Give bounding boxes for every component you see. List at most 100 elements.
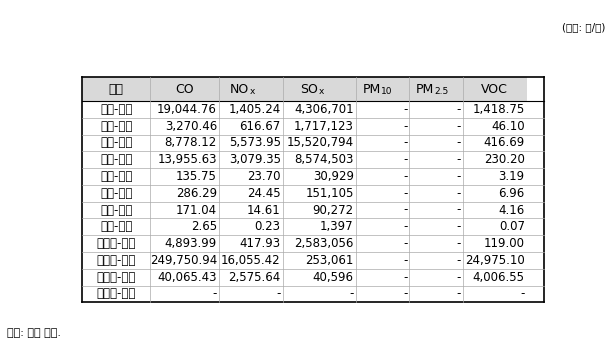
Text: SO: SO [301, 83, 318, 96]
Text: 13,955.63: 13,955.63 [158, 153, 217, 166]
Text: -: - [276, 288, 280, 300]
Text: 10: 10 [381, 88, 392, 97]
Bar [150, 185, 219, 202]
Text: 3.19: 3.19 [499, 170, 525, 183]
Bar [283, 168, 356, 185]
Bar [219, 101, 283, 118]
Bar [283, 151, 356, 168]
Text: 자료: 저자 작성.: 자료: 저자 작성. [7, 328, 61, 338]
Text: -: - [456, 254, 461, 267]
Bar [150, 285, 219, 302]
Text: x: x [319, 88, 324, 97]
Bar [356, 101, 409, 118]
Bar [283, 185, 356, 202]
Bar [219, 118, 283, 135]
Bar [150, 78, 219, 101]
Bar [463, 101, 527, 118]
Text: 2,583,056: 2,583,056 [295, 237, 354, 250]
Bar [82, 235, 150, 252]
Bar [82, 118, 150, 135]
Text: 1,717,123: 1,717,123 [294, 120, 354, 133]
Bar [82, 218, 150, 235]
Text: 23.70: 23.70 [247, 170, 280, 183]
Bar [356, 168, 409, 185]
Text: -: - [403, 170, 408, 183]
Bar [219, 252, 283, 269]
Text: 승합-대형: 승합-대형 [100, 203, 133, 217]
Bar [463, 235, 527, 252]
Text: -: - [456, 153, 461, 166]
Text: -: - [403, 103, 408, 116]
Bar [82, 269, 150, 285]
Text: 16,055.42: 16,055.42 [221, 254, 280, 267]
Bar [463, 185, 527, 202]
Bar [463, 135, 527, 151]
Text: 14.61: 14.61 [247, 203, 280, 217]
Bar [409, 118, 463, 135]
Text: 8,778.12: 8,778.12 [165, 136, 217, 149]
Bar [356, 151, 409, 168]
Bar [150, 218, 219, 235]
Text: 2,575.64: 2,575.64 [229, 271, 280, 284]
Bar [356, 218, 409, 235]
Text: -: - [403, 153, 408, 166]
Text: 구분: 구분 [109, 83, 124, 96]
Text: -: - [403, 187, 408, 200]
Text: 승용-대형: 승용-대형 [100, 153, 133, 166]
Bar [283, 218, 356, 235]
Bar [463, 168, 527, 185]
Text: 4,893.99: 4,893.99 [165, 237, 217, 250]
Bar [356, 202, 409, 218]
Text: -: - [456, 136, 461, 149]
Bar [82, 185, 150, 202]
Bar [409, 135, 463, 151]
Text: 19,044.76: 19,044.76 [157, 103, 217, 116]
Text: 24,975.10: 24,975.10 [465, 254, 525, 267]
Bar [356, 118, 409, 135]
Text: -: - [403, 237, 408, 250]
Bar [283, 202, 356, 218]
Text: 화물차-대형: 화물차-대형 [97, 271, 136, 284]
Text: 4,006.55: 4,006.55 [473, 271, 525, 284]
Text: 화물차-소형: 화물차-소형 [97, 237, 136, 250]
Text: 286.29: 286.29 [176, 187, 217, 200]
Bar [283, 269, 356, 285]
Bar [409, 252, 463, 269]
Text: -: - [456, 187, 461, 200]
Bar [356, 235, 409, 252]
Text: 4,306,701: 4,306,701 [294, 103, 354, 116]
Text: 30,929: 30,929 [313, 170, 354, 183]
Bar [150, 235, 219, 252]
Bar [150, 101, 219, 118]
Text: 119.00: 119.00 [484, 237, 525, 250]
Text: NO: NO [230, 83, 249, 96]
Text: 승용-소형: 승용-소형 [100, 120, 133, 133]
Text: 40,065.43: 40,065.43 [158, 271, 217, 284]
Text: 화물차-중형: 화물차-중형 [97, 254, 136, 267]
Text: 616.67: 616.67 [240, 120, 280, 133]
Bar [409, 101, 463, 118]
Bar [219, 168, 283, 185]
Bar [82, 285, 150, 302]
Text: -: - [403, 288, 408, 300]
Text: 253,061: 253,061 [306, 254, 354, 267]
Text: -: - [456, 288, 461, 300]
Bar [82, 135, 150, 151]
Bar [150, 168, 219, 185]
Bar [463, 269, 527, 285]
Bar [82, 202, 150, 218]
Text: 1,397: 1,397 [320, 220, 354, 233]
Text: 90,272: 90,272 [313, 203, 354, 217]
Bar [463, 218, 527, 235]
Text: 8,574,503: 8,574,503 [295, 153, 354, 166]
Text: 6.96: 6.96 [499, 187, 525, 200]
Text: 승합-소형: 승합-소형 [100, 170, 133, 183]
Bar [283, 252, 356, 269]
Bar [219, 218, 283, 235]
Bar [409, 202, 463, 218]
Bar [409, 168, 463, 185]
Bar [409, 235, 463, 252]
Text: 3,079.35: 3,079.35 [229, 153, 280, 166]
Text: 24.45: 24.45 [247, 187, 280, 200]
Bar [409, 269, 463, 285]
